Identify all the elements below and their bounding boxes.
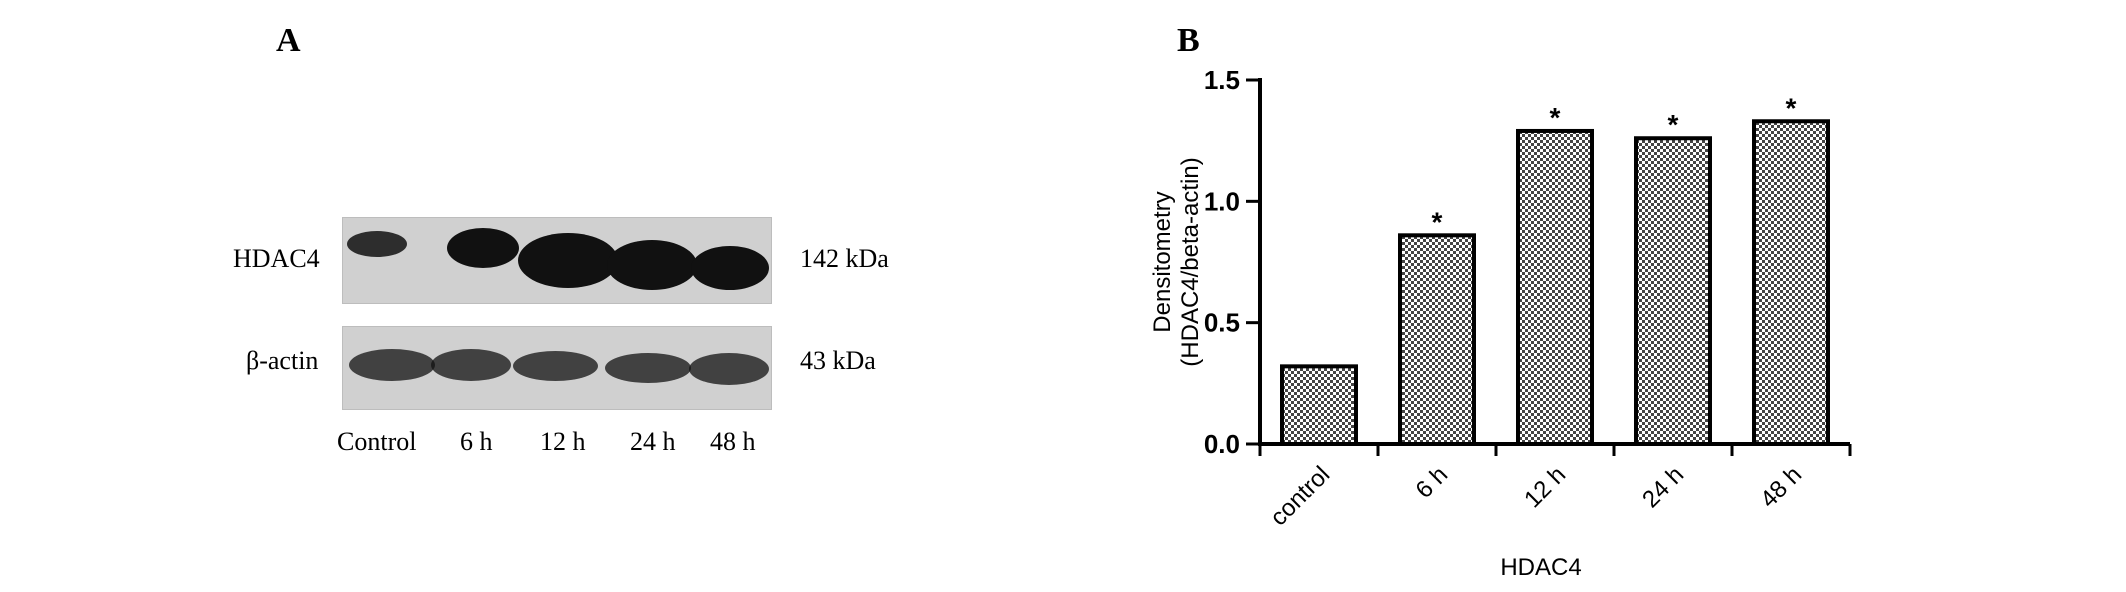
lane-label-control: Control <box>337 427 417 456</box>
bar <box>1634 136 1712 447</box>
kda-label-actin: 43 kDa <box>800 346 876 375</box>
hdac4-band-48h <box>691 246 769 290</box>
lane-label-48h: 48 h <box>710 427 756 456</box>
y-tick-label: 1.5 <box>1204 65 1240 95</box>
bar <box>1280 364 1358 447</box>
hdac4-band-6h <box>447 228 519 268</box>
lane-label-6h: 6 h <box>460 427 493 456</box>
y-axis: 0.0 0.5 1.0 1.5 <box>1204 65 1262 459</box>
hdac4-band-24h <box>607 240 697 290</box>
lane-label-24h: 24 h <box>630 427 676 456</box>
y-tick-label: 0.5 <box>1204 308 1240 338</box>
bars: * * * * <box>1280 92 1830 447</box>
lane-label-12h: 12 h <box>540 427 586 456</box>
panel-b-letter: B <box>1177 22 1200 59</box>
y-axis-title-line: Densitometry <box>1150 191 1176 332</box>
significance-marker: * <box>1786 92 1797 123</box>
hdac4-band-control <box>347 231 407 257</box>
y-axis-title-line: (HDAC4/beta-actin) <box>1177 157 1204 366</box>
x-tick-label: 12 h <box>1519 461 1571 513</box>
densitometry-bar-chart: Densitometry (HDAC4/beta-actin) 0.0 0.5 1.0… <box>1150 65 1852 581</box>
actin-band-48h <box>689 353 769 385</box>
x-tick-label: 6 h <box>1411 461 1454 504</box>
y-axis-title: Densitometry (HDAC4/beta-actin) <box>1150 157 1204 366</box>
actin-band-6h <box>431 349 511 381</box>
hdac4-band-12h <box>518 233 618 288</box>
x-tick-label: 48 h <box>1755 461 1807 513</box>
panel-a-letter: A <box>276 22 301 59</box>
x-axis: control 6 h 12 h 24 h 48 h <box>1258 442 1852 531</box>
actin-band-control <box>349 349 435 381</box>
hdac4-blot-image <box>342 217 772 304</box>
significance-marker: * <box>1432 206 1443 237</box>
significance-marker: * <box>1550 102 1561 133</box>
kda-label-hdac4: 142 kDa <box>800 244 889 273</box>
blot-row-label-actin: β-actin <box>246 346 319 375</box>
blot-row-label-hdac4: HDAC4 <box>233 244 320 273</box>
y-tick-label: 0.0 <box>1204 429 1240 459</box>
y-tick-label: 1.0 <box>1204 186 1240 216</box>
bar <box>1752 119 1830 447</box>
bar <box>1516 128 1594 447</box>
actin-blot-image <box>342 326 772 410</box>
bar <box>1398 233 1476 446</box>
significance-marker: * <box>1668 109 1679 140</box>
x-axis-title: HDAC4 <box>1500 554 1581 581</box>
actin-band-24h <box>605 353 691 383</box>
actin-band-12h <box>513 351 598 381</box>
x-tick-label: control <box>1265 461 1335 531</box>
x-tick-label: 24 h <box>1637 461 1689 513</box>
